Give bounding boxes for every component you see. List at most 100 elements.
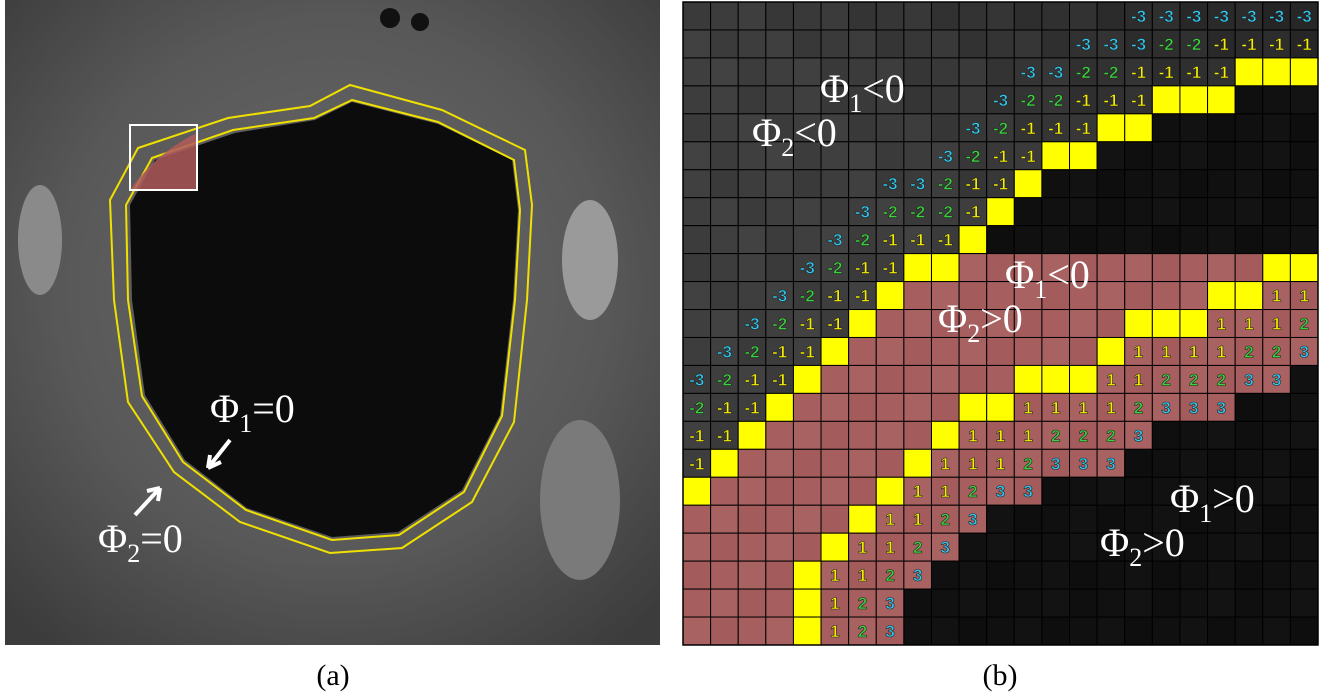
cell-value: -1	[827, 287, 842, 306]
grid-cell	[904, 589, 932, 617]
grid-cell	[683, 477, 711, 505]
grid-cell	[1263, 505, 1291, 533]
grid-cell	[1014, 337, 1042, 365]
grid-cell	[1152, 170, 1180, 198]
phi-symbol: Φ	[1005, 252, 1034, 297]
cell-value: -3	[717, 342, 732, 361]
phi-subscript: 1	[1034, 275, 1047, 304]
grid-cell	[1070, 310, 1098, 338]
grid-cell	[1042, 2, 1070, 30]
grid-cell	[1290, 589, 1318, 617]
grid-cell	[1235, 226, 1263, 254]
grid-cell	[683, 254, 711, 282]
cell-value: 1	[1217, 315, 1226, 334]
grid-cell	[738, 58, 766, 86]
grid-cell	[766, 449, 794, 477]
figure: -3-3-3-3-3-3-3-3-3-3-2-2-1-1-1-1-3-3-2-2…	[0, 0, 1334, 698]
grid-cell	[683, 533, 711, 561]
grid-cell	[931, 365, 959, 393]
cell-value: -3	[993, 91, 1008, 110]
phi-subscript: 2	[967, 319, 980, 348]
grid-cell	[1125, 617, 1153, 645]
grid-cell	[1070, 365, 1098, 393]
grid-cell	[1180, 142, 1208, 170]
cell-value: 1	[1272, 287, 1281, 306]
grid-cell	[876, 282, 904, 310]
grid-cell	[711, 282, 739, 310]
cell-value: -3	[938, 147, 953, 166]
cell-value: 2	[1161, 370, 1170, 389]
cell-value: -2	[744, 342, 759, 361]
cell-value: 1	[1272, 315, 1281, 334]
cell-value: -1	[965, 175, 980, 194]
grid-cell	[1152, 561, 1180, 589]
grid-cell	[738, 505, 766, 533]
grid-cell	[1263, 393, 1291, 421]
grid-cell	[1042, 142, 1070, 170]
grid-cell	[766, 617, 794, 645]
grid-cell	[1235, 114, 1263, 142]
grid-cell	[1290, 449, 1318, 477]
cell-value: -2	[883, 203, 898, 222]
grid-cell	[1208, 142, 1236, 170]
grid-cell	[959, 393, 987, 421]
grid-cell	[821, 449, 849, 477]
cell-value: 3	[1134, 426, 1143, 445]
grid-cell	[1180, 310, 1208, 338]
grid-cell	[1180, 114, 1208, 142]
cell-value: 2	[1299, 315, 1308, 334]
grid-cell	[1290, 226, 1318, 254]
grid-cell	[904, 114, 932, 142]
cell-value: -1	[910, 231, 925, 250]
grid-cell	[793, 58, 821, 86]
cell-value: 1	[1161, 342, 1170, 361]
grid-cell	[1263, 449, 1291, 477]
phi-relation: <0	[862, 66, 905, 111]
grid-cell	[1290, 170, 1318, 198]
grid-cell	[1263, 533, 1291, 561]
grid-cell	[683, 198, 711, 226]
grid-cell	[1235, 449, 1263, 477]
grid-cell	[1152, 142, 1180, 170]
cell-value: -1	[855, 287, 870, 306]
grid-cell	[1235, 170, 1263, 198]
grid-cell	[1097, 310, 1125, 338]
grid-cell	[683, 114, 711, 142]
grid-cell	[1070, 589, 1098, 617]
grid-cell	[849, 2, 877, 30]
grid-cell	[987, 393, 1015, 421]
grid-cell	[1208, 170, 1236, 198]
grid-cell	[1125, 449, 1153, 477]
grid-cell	[711, 254, 739, 282]
grid-cell	[793, 393, 821, 421]
grid-cell	[1152, 86, 1180, 114]
grid-cell	[876, 449, 904, 477]
grid-cell	[1070, 477, 1098, 505]
grid-cell	[766, 393, 794, 421]
grid-cell	[1042, 533, 1070, 561]
grid-cell	[766, 505, 794, 533]
grid-cell	[959, 617, 987, 645]
grid-cell	[683, 337, 711, 365]
grid-cell	[1263, 226, 1291, 254]
grid-cell	[1263, 170, 1291, 198]
grid-cell	[1125, 142, 1153, 170]
grid-cell	[1070, 617, 1098, 645]
cell-value: -3	[1297, 7, 1312, 26]
grid-cell	[959, 589, 987, 617]
grid-cell	[738, 589, 766, 617]
grid-cell	[1180, 617, 1208, 645]
cell-value: 2	[1244, 342, 1253, 361]
grid-cell	[1014, 589, 1042, 617]
grid-cell	[987, 226, 1015, 254]
grid-cell	[904, 86, 932, 114]
grid-cell	[738, 449, 766, 477]
cell-value: 1	[1299, 287, 1308, 306]
grid-cell	[821, 533, 849, 561]
phi-relation: >0	[980, 296, 1023, 341]
cell-value: 3	[1161, 398, 1170, 417]
grid-cell	[987, 617, 1015, 645]
grid-cell	[1235, 198, 1263, 226]
grid-cell	[1235, 589, 1263, 617]
grid-cell	[1180, 421, 1208, 449]
